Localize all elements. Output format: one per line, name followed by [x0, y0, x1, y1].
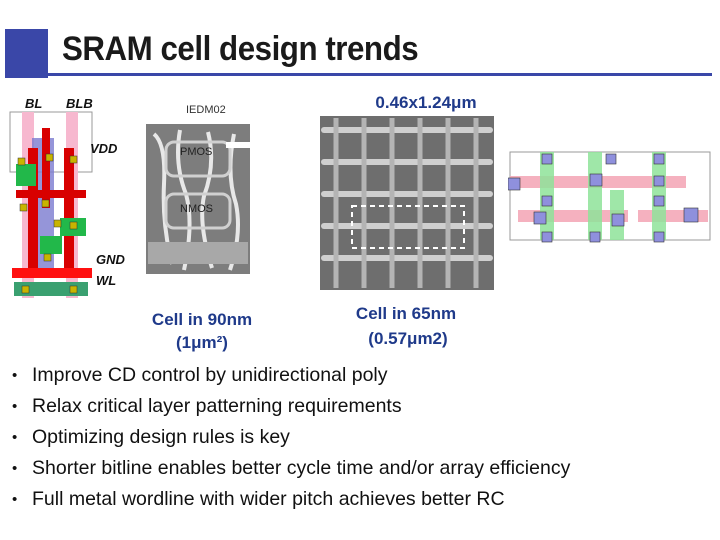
pmos-label: PMOS	[180, 146, 213, 158]
bullet-dot: •	[12, 429, 18, 446]
sram-layout-diagram	[9, 111, 93, 298]
title-underline	[5, 73, 712, 76]
nmos-label: NMOS	[180, 203, 213, 215]
bitline-label: BL	[25, 96, 43, 111]
bullet-item: • Full metal wordline with wider pitch ac…	[12, 484, 570, 515]
bitline-bar-label: BLB	[66, 96, 93, 111]
bullet-item: • Shorter bitline enables better cycle ti…	[12, 453, 570, 484]
micrograph-65nm	[320, 116, 494, 290]
bullet-dot: •	[12, 367, 18, 384]
caption-65nm-title: Cell in 65nm	[355, 304, 457, 323]
caption-90nm-title: Cell in 90nm	[151, 310, 253, 329]
bullet-dot: •	[12, 491, 18, 508]
wordline-label: WL	[96, 273, 117, 288]
iedm-source-label: IEDM02	[186, 104, 226, 116]
bullet-item: • Optimizing design rules is key	[12, 422, 570, 453]
bullet-dot: •	[12, 398, 18, 415]
caption-90nm-area: (1μm²)	[176, 333, 228, 352]
bullet-dot: •	[12, 460, 18, 477]
slide-title: SRAM cell design trends	[62, 30, 419, 68]
bullet-item: • Improve CD control by unidirectional po…	[12, 360, 570, 391]
cell-dimension-label: 0.46x1.24μm	[375, 93, 477, 112]
gnd-label: GND	[96, 252, 125, 267]
title-accent-square	[5, 29, 48, 78]
caption-65nm-area: (0.57μm2)	[368, 329, 448, 348]
bullet-item: • Relax critical layer patterning require…	[12, 391, 570, 422]
micrograph-90nm	[146, 124, 250, 274]
bullet-list: • Improve CD control by unidirectional po…	[12, 360, 570, 515]
unidirectional-layout-diagram	[508, 151, 711, 243]
vdd-label: VDD	[90, 141, 118, 156]
